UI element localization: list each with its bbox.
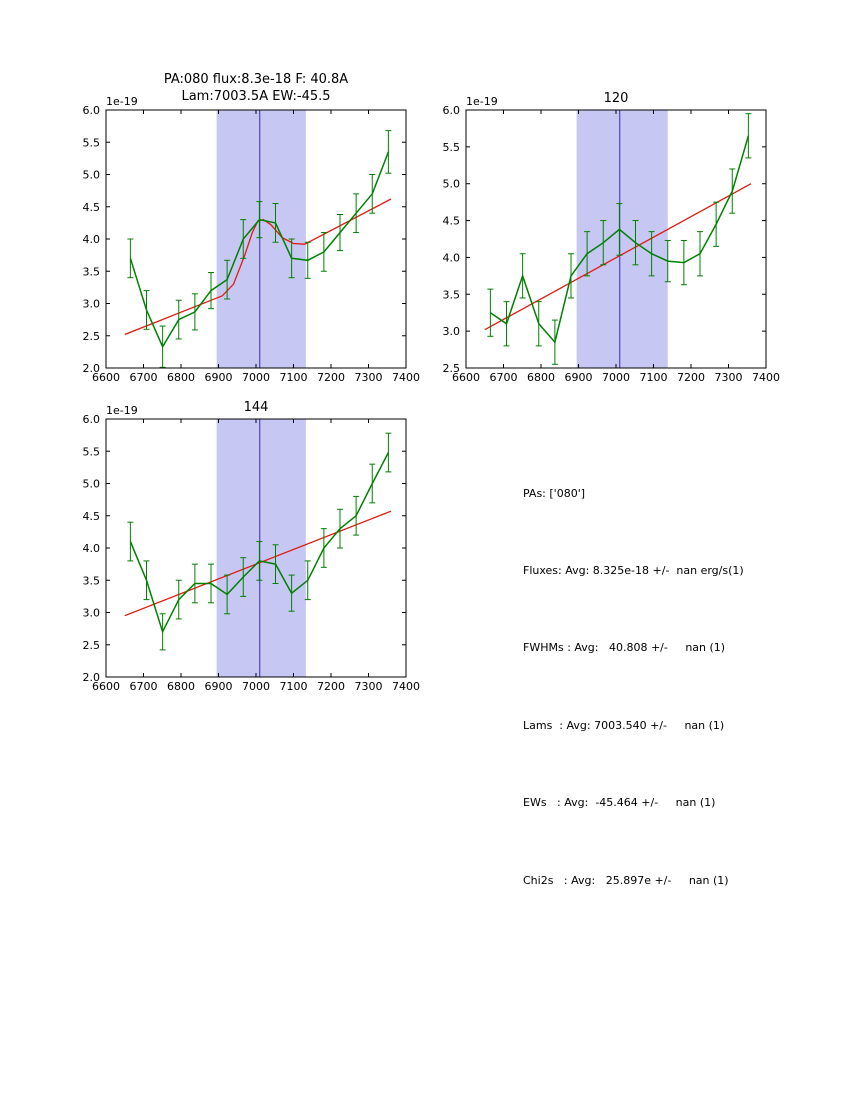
x-tick-label: 6700 — [130, 371, 158, 384]
error-bar — [127, 521, 134, 562]
y-tick-label: 6.0 — [83, 413, 101, 426]
y-tick-label: 5.5 — [83, 445, 101, 458]
data-line — [129, 452, 390, 634]
summary-line-fluxes: Fluxes: Avg: 8.325e-18 +/- nan erg/s(1) — [523, 563, 744, 577]
summary-line-lams: Lams : Avg: 7003.540 +/- nan (1) — [523, 718, 725, 732]
y-axis-offset-label: 1e-19 — [106, 404, 138, 417]
y-tick-label: 4.0 — [83, 233, 101, 246]
chart-3-plot: 6600 6700 6800 6900 7000 7100 7200 7300 7400 2.0 2… — [83, 404, 421, 693]
y-tick-label: 2.5 — [83, 639, 101, 652]
y-tick-label: 6.0 — [83, 104, 101, 117]
y-tick-label: 5.0 — [83, 478, 101, 491]
y-tick-label: 3.5 — [83, 265, 101, 278]
y-tick-label: 4.5 — [83, 510, 101, 523]
y-tick-label: 4.5 — [443, 215, 461, 228]
y-tick-label: 5.5 — [443, 141, 461, 154]
y-tick-label: 4.5 — [83, 201, 101, 214]
x-tick-label: 6700 — [490, 371, 518, 384]
selection-band — [216, 419, 306, 677]
x-tick-label: 7300 — [715, 371, 743, 384]
summary-line-ews: EWs : Avg: -45.464 +/- nan (1) — [523, 796, 716, 810]
y-tick-label: 6.0 — [443, 104, 461, 117]
chart-2-title: 120 — [603, 91, 629, 106]
y-tick-label: 2.5 — [83, 330, 101, 343]
chart-1-plot: 6600 6700 6800 6900 7000 7100 7200 7300 7400 2.0 2… — [83, 95, 421, 384]
y-tick-label: 3.0 — [83, 298, 101, 311]
x-tick-label: 7400 — [392, 371, 420, 384]
x-tick-label: 6900 — [205, 680, 233, 693]
chart-1-title: PA:080 flux:8.3e-18 F: 40.8A Lam:7003.5A… — [106, 71, 406, 105]
x-tick-label: 6800 — [167, 371, 195, 384]
x-tick-label: 7000 — [242, 371, 270, 384]
chart-3-title: 144 — [243, 400, 269, 415]
y-axis-offset-label: 1e-19 — [466, 95, 498, 108]
chart-2-plot: 6600 6700 6800 6900 7000 7100 7200 7300 7400 2.5 3… — [443, 95, 781, 384]
x-tick-label: 7200 — [677, 371, 705, 384]
y-tick-label: 4.0 — [443, 251, 461, 264]
y-tick-label: 3.5 — [83, 574, 101, 587]
y-tick-label: 3.0 — [83, 607, 101, 620]
y-tick-label: 2.0 — [83, 671, 101, 684]
x-tick-label: 7100 — [640, 371, 668, 384]
x-tick-label: 7000 — [602, 371, 630, 384]
x-tick-label: 6700 — [130, 680, 158, 693]
chart-1-title-line-2: Lam:7003.5A EW:-45.5 — [181, 89, 331, 104]
x-tick-label: 6600 — [92, 371, 120, 384]
y-tick-label: 4.0 — [83, 542, 101, 555]
y-tick-label: 5.0 — [83, 169, 101, 182]
y-tick-label: 2.0 — [83, 362, 101, 375]
y-axis-offset-label: 1e-19 — [106, 95, 138, 108]
x-tick-label: 6600 — [452, 371, 480, 384]
x-tick-label: 7300 — [355, 680, 383, 693]
x-tick-label: 7300 — [355, 371, 383, 384]
x-tick-label: 7200 — [317, 680, 345, 693]
data-line — [489, 135, 750, 344]
x-tick-label: 6800 — [527, 371, 555, 384]
x-tick-label: 6900 — [205, 371, 233, 384]
x-tick-label: 7400 — [752, 371, 780, 384]
summary-text: PAs: ['080'] Fluxes: Avg: 8.325e-18 +/- … — [523, 429, 744, 945]
chart-1-title-line-1: PA:080 flux:8.3e-18 F: 40.8A — [163, 72, 349, 87]
summary-line-pas: PAs: ['080'] — [523, 486, 586, 500]
y-tick-label: 3.5 — [443, 288, 461, 301]
y-tick-label: 5.5 — [83, 136, 101, 149]
y-tick-label: 2.5 — [443, 362, 461, 375]
x-tick-label: 7100 — [280, 680, 308, 693]
summary-line-fwhms: FWHMs : Avg: 40.808 +/- nan (1) — [523, 641, 726, 655]
x-tick-label: 6600 — [92, 680, 120, 693]
error-bar — [487, 288, 494, 337]
selection-band — [576, 110, 668, 368]
x-tick-label: 7000 — [242, 680, 270, 693]
fit-line — [484, 183, 752, 331]
x-tick-label: 7400 — [392, 680, 420, 693]
x-tick-label: 6900 — [565, 371, 593, 384]
x-tick-label: 7200 — [317, 371, 345, 384]
y-tick-label: 5.0 — [443, 178, 461, 191]
y-tick-label: 3.0 — [443, 325, 461, 338]
x-tick-label: 7100 — [280, 371, 308, 384]
data-line — [129, 151, 390, 349]
x-tick-label: 6800 — [167, 680, 195, 693]
summary-line-chi2s: Chi2s : Avg: 25.897e +/- nan (1) — [523, 873, 729, 887]
